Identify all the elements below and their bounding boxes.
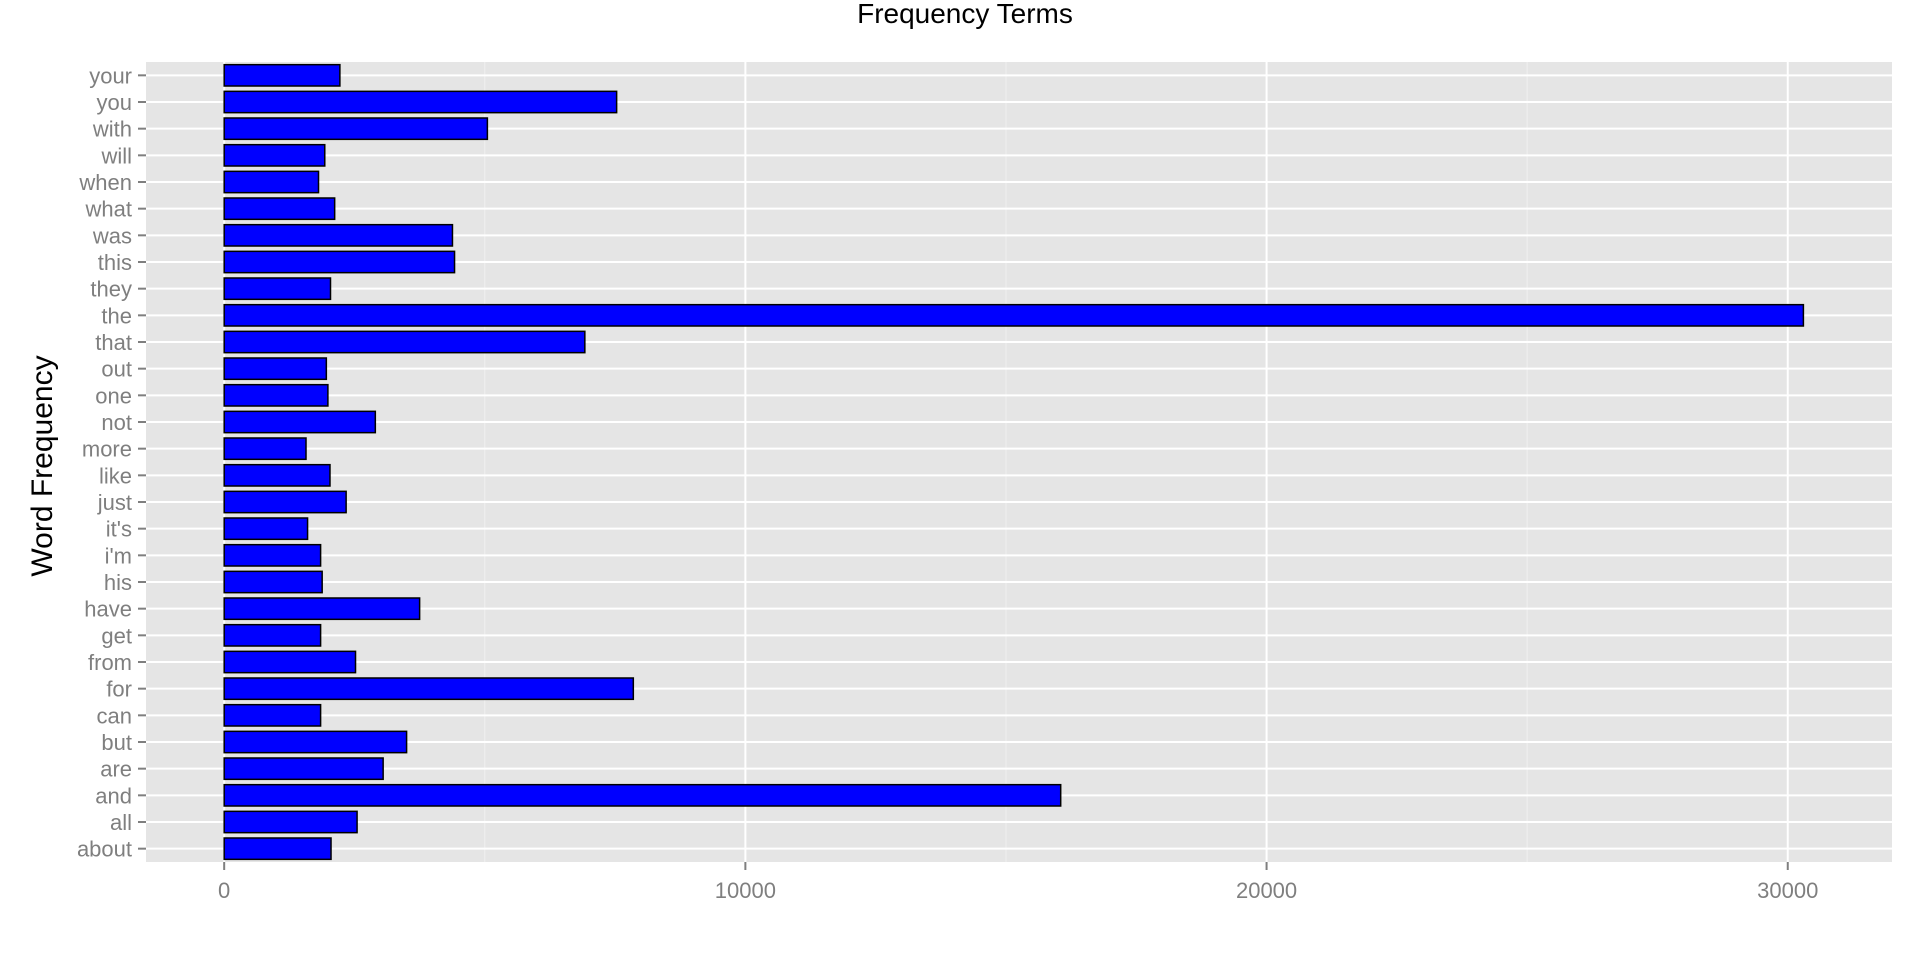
y-tick-label: when	[78, 170, 132, 195]
y-tick-label: for	[106, 677, 132, 702]
y-tick-label: was	[92, 223, 132, 248]
y-tick-label: just	[97, 490, 132, 515]
y-tick-label: his	[104, 570, 132, 595]
y-tick-label: all	[110, 810, 132, 835]
y-tick-label: your	[89, 63, 132, 88]
bar-his	[223, 570, 323, 594]
y-tick-label: not	[101, 410, 132, 435]
y-tick-label: the	[101, 303, 132, 328]
y-tick-label: with	[92, 117, 132, 142]
bar-just	[223, 490, 347, 514]
y-tick-label: they	[90, 277, 132, 302]
y-tick-label: one	[95, 383, 132, 408]
bar-about	[223, 837, 332, 861]
bar-the	[223, 303, 1805, 327]
x-axis-ticks: 0 10000 20000 30000	[218, 862, 1818, 903]
bar-will	[223, 143, 326, 167]
bar-i'm	[223, 543, 322, 567]
y-tick-label: will	[100, 143, 132, 168]
bar-your	[223, 63, 341, 87]
bar-what	[223, 197, 336, 221]
bar-and	[223, 783, 1062, 807]
bar-that	[223, 330, 586, 354]
y-axis-ticks: aboutallandarebutcanforfromgethavehisi'm…	[77, 63, 146, 862]
bar-was	[223, 223, 454, 247]
bar-you	[223, 90, 618, 114]
bar-from	[223, 650, 357, 674]
y-tick-label: i'm	[105, 543, 132, 568]
bar-this	[223, 250, 456, 274]
bars	[223, 63, 1805, 861]
bar-with	[223, 117, 489, 141]
y-tick-label: out	[101, 357, 132, 382]
bar-all	[223, 810, 358, 834]
chart-title: Frequency Terms	[857, 0, 1073, 29]
y-tick-label: what	[85, 197, 132, 222]
x-tick-label: 0	[218, 878, 230, 903]
y-tick-label: more	[82, 437, 132, 462]
bar-are	[223, 757, 384, 781]
y-tick-label: it's	[106, 517, 132, 542]
x-tick-label: 10000	[715, 878, 776, 903]
y-tick-label: like	[99, 463, 132, 488]
bar-can	[223, 703, 322, 727]
bar-for	[223, 677, 635, 701]
bar-but	[223, 730, 408, 754]
y-tick-label: get	[101, 623, 132, 648]
bar-more	[223, 437, 307, 461]
bar-when	[223, 170, 320, 194]
bar-one	[223, 383, 329, 407]
bar-like	[223, 463, 331, 487]
x-tick-label: 30000	[1757, 878, 1818, 903]
y-tick-label: that	[95, 330, 132, 355]
y-tick-label: this	[98, 250, 132, 275]
bar-have	[223, 597, 421, 621]
x-tick-label: 20000	[1236, 878, 1297, 903]
bar-get	[223, 623, 322, 647]
bar-they	[223, 277, 332, 301]
bar-out	[223, 357, 328, 381]
bar-not	[223, 410, 377, 434]
y-tick-label: from	[88, 650, 132, 675]
y-tick-label: but	[101, 730, 132, 755]
y-tick-label: you	[97, 90, 132, 115]
plot-panel	[146, 62, 1892, 862]
y-tick-label: about	[77, 837, 132, 862]
y-tick-label: can	[97, 703, 132, 728]
y-tick-label: are	[100, 757, 132, 782]
y-tick-label: and	[95, 783, 132, 808]
y-tick-label: have	[84, 597, 132, 622]
y-axis-label: Word Frequency	[26, 355, 59, 576]
bar-it's	[223, 517, 309, 541]
